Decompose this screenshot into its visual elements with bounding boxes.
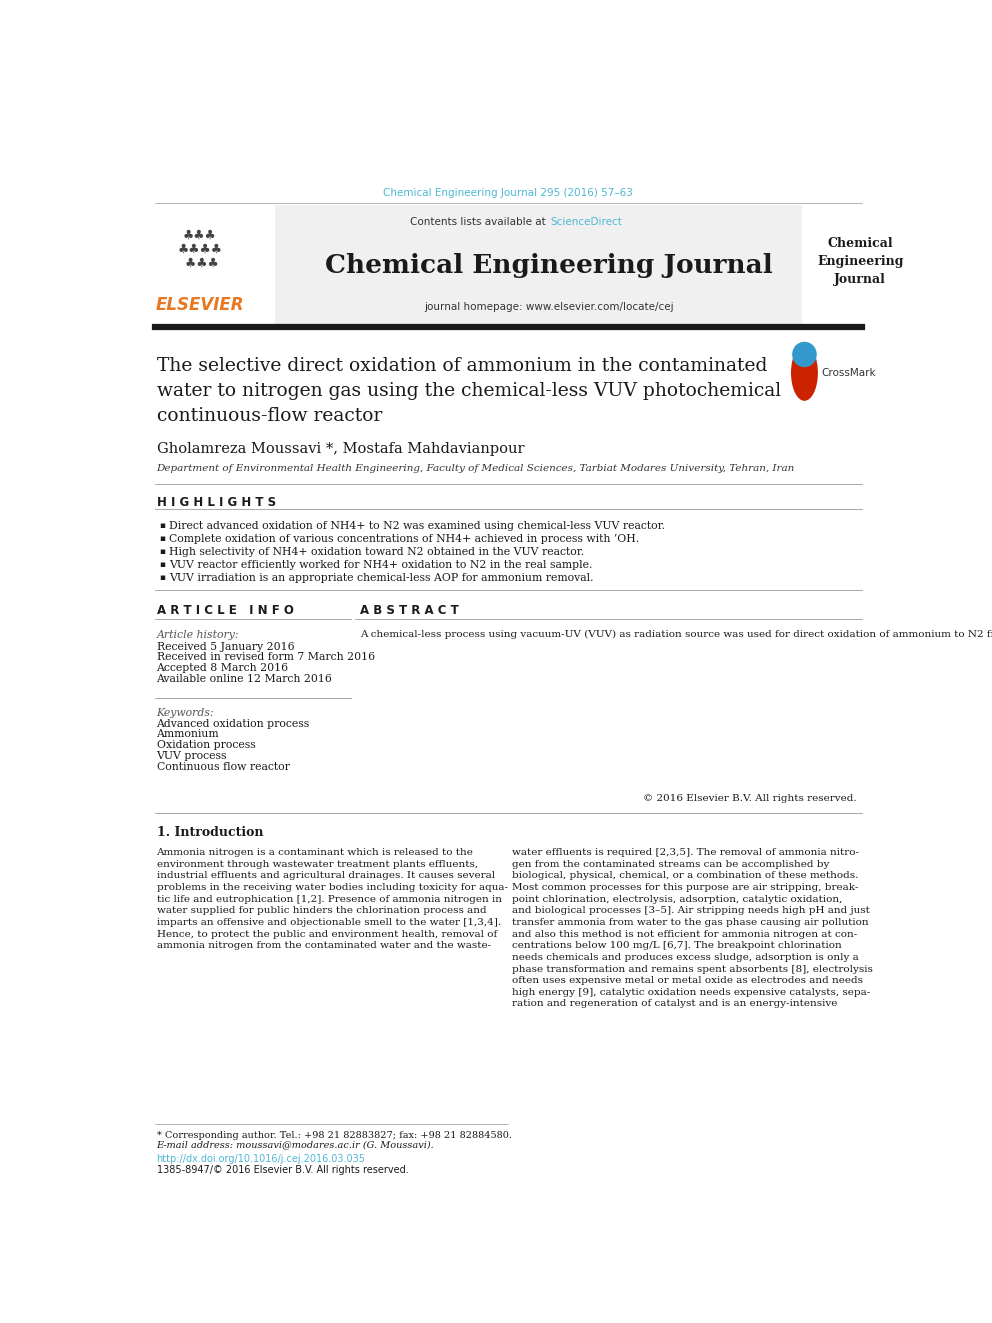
Ellipse shape <box>793 341 816 368</box>
Text: ELSEVIER: ELSEVIER <box>156 296 244 314</box>
Text: A B S T R A C T: A B S T R A C T <box>360 603 459 617</box>
Text: * Corresponding author. Tel.: +98 21 82883827; fax: +98 21 82884580.: * Corresponding author. Tel.: +98 21 828… <box>157 1130 512 1139</box>
Text: Article history:: Article history: <box>157 630 239 640</box>
Text: CrossMark: CrossMark <box>821 368 876 378</box>
Text: ▪: ▪ <box>160 546 166 556</box>
Text: 1385-8947/© 2016 Elsevier B.V. All rights reserved.: 1385-8947/© 2016 Elsevier B.V. All right… <box>157 1166 409 1175</box>
Text: Available online 12 March 2016: Available online 12 March 2016 <box>157 673 332 684</box>
Text: water effluents is required [2,3,5]. The removal of ammonia nitro-
gen from the : water effluents is required [2,3,5]. The… <box>512 848 872 1008</box>
Text: ▪: ▪ <box>160 573 166 582</box>
Text: High selectivity of NH4+ oxidation toward N2 obtained in the VUV reactor.: High selectivity of NH4+ oxidation towar… <box>169 546 584 557</box>
Text: Contents lists available at: Contents lists available at <box>410 217 549 228</box>
Text: ▪: ▪ <box>160 560 166 569</box>
Text: Chemical Engineering Journal 295 (2016) 57–63: Chemical Engineering Journal 295 (2016) … <box>384 188 633 198</box>
Text: Accepted 8 March 2016: Accepted 8 March 2016 <box>157 663 289 673</box>
Text: The selective direct oxidation of ammonium in the contaminated
water to nitrogen: The selective direct oxidation of ammoni… <box>157 357 781 426</box>
Text: ScienceDirect: ScienceDirect <box>551 217 622 228</box>
Text: Gholamreza Moussavi *, Mostafa Mahdavianpour: Gholamreza Moussavi *, Mostafa Mahdavian… <box>157 442 524 456</box>
Text: © 2016 Elsevier B.V. All rights reserved.: © 2016 Elsevier B.V. All rights reserved… <box>643 794 856 803</box>
Text: VUV reactor efficiently worked for NH4+ oxidation to N2 in the real sample.: VUV reactor efficiently worked for NH4+ … <box>169 560 592 570</box>
Bar <box>275 205 803 327</box>
Text: Complete oxidation of various concentrations of NH4+ achieved in process with ’O: Complete oxidation of various concentrat… <box>169 533 639 544</box>
Text: Ammonia nitrogen is a contaminant which is released to the
environment through w: Ammonia nitrogen is a contaminant which … <box>157 848 508 950</box>
Text: H I G H L I G H T S: H I G H L I G H T S <box>157 496 276 509</box>
Text: Direct advanced oxidation of NH4+ to N2 was examined using chemical-less VUV rea: Direct advanced oxidation of NH4+ to N2 … <box>169 521 665 531</box>
Text: E-mail address: moussavi@modares.ac.ir (G. Moussavi).: E-mail address: moussavi@modares.ac.ir (… <box>157 1140 434 1150</box>
Text: Received 5 January 2016: Received 5 January 2016 <box>157 642 295 651</box>
Text: Department of Environmental Health Engineering, Faculty of Medical Sciences, Tar: Department of Environmental Health Engin… <box>157 464 795 474</box>
Text: A R T I C L E   I N F O: A R T I C L E I N F O <box>157 603 294 617</box>
Text: ♣♣♣
♣♣♣♣
 ♣♣♣: ♣♣♣ ♣♣♣♣ ♣♣♣ <box>178 229 222 270</box>
Text: Received in revised form 7 March 2016: Received in revised form 7 March 2016 <box>157 652 375 663</box>
Text: VUV process: VUV process <box>157 751 227 761</box>
Text: Chemical
Engineering
Journal: Chemical Engineering Journal <box>817 237 904 286</box>
Text: VUV irradiation is an appropriate chemical-less AOP for ammonium removal.: VUV irradiation is an appropriate chemic… <box>169 573 593 583</box>
Text: http://dx.doi.org/10.1016/j.cej.2016.03.035: http://dx.doi.org/10.1016/j.cej.2016.03.… <box>157 1155 365 1164</box>
Text: Oxidation process: Oxidation process <box>157 740 255 750</box>
Text: ▪: ▪ <box>160 521 166 529</box>
Text: Chemical Engineering Journal: Chemical Engineering Journal <box>324 253 773 278</box>
Ellipse shape <box>791 345 817 401</box>
Text: 1. Introduction: 1. Introduction <box>157 826 263 839</box>
Text: Continuous flow reactor: Continuous flow reactor <box>157 762 290 771</box>
Text: Ammonium: Ammonium <box>157 729 219 740</box>
Text: ▪: ▪ <box>160 533 166 542</box>
Text: Keywords:: Keywords: <box>157 708 214 718</box>
Text: A chemical-less process using vacuum-UV (VUV) as radiation source was used for d: A chemical-less process using vacuum-UV … <box>360 630 992 639</box>
Text: journal homepage: www.elsevier.com/locate/cej: journal homepage: www.elsevier.com/locat… <box>424 303 674 312</box>
Bar <box>124 205 275 327</box>
Text: Advanced oxidation process: Advanced oxidation process <box>157 718 310 729</box>
